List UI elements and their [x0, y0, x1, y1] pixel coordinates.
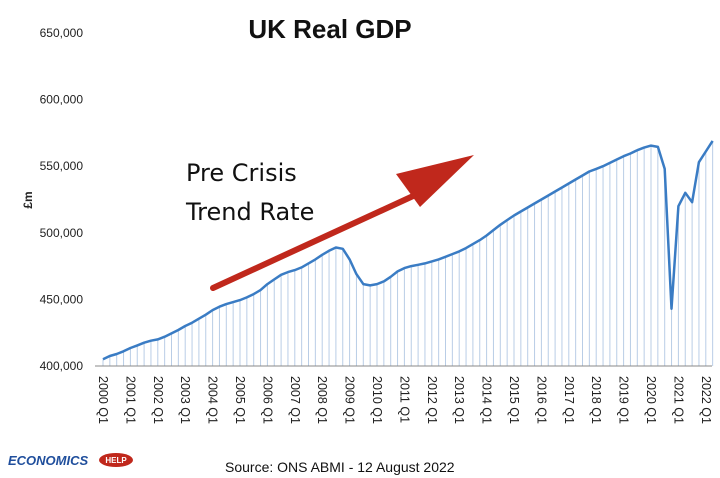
annotation-line-2: Trend Rate: [185, 198, 314, 226]
economics-help-logo: ECONOMICS HELP: [8, 453, 133, 468]
x-tick-label: 2005 Q1: [233, 376, 247, 424]
logo-help-badge: [99, 453, 133, 467]
x-tick-label: 2009 Q1: [343, 376, 357, 424]
x-tick-label: 2013 Q1: [452, 376, 466, 424]
x-tick-label: 2019 Q1: [617, 376, 631, 424]
trend-arrow: [210, 155, 474, 291]
logo-help-text: HELP: [105, 456, 127, 465]
x-tick-label: 2018 Q1: [589, 376, 603, 424]
trend-arrow-shaft: [210, 188, 427, 291]
x-tick-label: 2021 Q1: [671, 376, 685, 424]
x-tick-label: 2007 Q1: [288, 376, 302, 424]
x-tick-label: 2014 Q1: [480, 376, 494, 424]
x-axis-ticks: 2000 Q1 2001 Q1 2002 Q1 2003 Q1 2004 Q1 2005 …: [96, 376, 713, 424]
x-tick-label: 2003 Q1: [178, 376, 192, 424]
x-tick-label: 2002 Q1: [151, 376, 165, 424]
x-tick-label: 2022 Q1: [699, 376, 713, 424]
y-tick-label: 500,000: [40, 226, 84, 240]
x-tick-label: 2015 Q1: [507, 376, 521, 424]
x-tick-label: 2016 Q1: [534, 376, 548, 424]
background-bars: [102, 140, 714, 366]
x-tick-label: 2000 Q1: [96, 376, 110, 424]
x-tick-label: 2011 Q1: [397, 376, 411, 423]
source-note: Source: ONS ABMI - 12 August 2022: [225, 459, 455, 475]
y-tick-label: 400,000: [40, 359, 84, 373]
x-tick-label: 2004 Q1: [206, 376, 220, 424]
x-tick-label: 2017 Q1: [562, 376, 576, 424]
y-axis-label: £m: [21, 191, 35, 208]
y-tick-label: 650,000: [40, 26, 84, 40]
x-tick-label: 2010 Q1: [370, 376, 384, 424]
y-tick-label: 550,000: [40, 159, 84, 173]
annotation-line-1: Pre Crisis: [186, 159, 297, 187]
x-tick-label: 2001 Q1: [123, 376, 137, 424]
trend-arrow-head: [396, 155, 474, 207]
x-tick-label: 2006 Q1: [260, 376, 274, 424]
logo-text: ECONOMICS: [8, 453, 89, 468]
y-tick-label: 600,000: [40, 93, 84, 107]
x-tick-label: 2008 Q1: [315, 376, 329, 424]
chart-title: UK Real GDP: [248, 14, 411, 44]
y-axis-ticks: 400,000 450,000 500,000 550,000 600,000 650,0…: [40, 26, 84, 373]
x-tick-label: 2012 Q1: [425, 376, 439, 424]
y-tick-label: 450,000: [40, 292, 84, 306]
gdp-series-line: [102, 140, 714, 361]
x-tick-label: 2020 Q1: [644, 376, 658, 424]
